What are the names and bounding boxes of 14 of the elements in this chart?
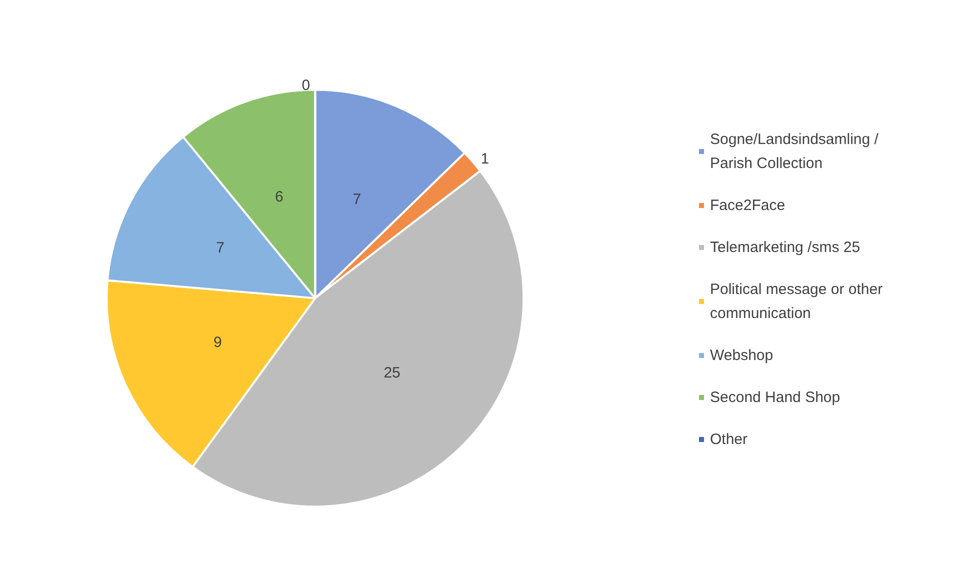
data-label: 9	[213, 334, 222, 352]
legend-label: Political message or other communication	[710, 281, 887, 322]
text: 0	[302, 77, 310, 94]
legend-label: Other	[710, 431, 748, 448]
data-label: 7	[352, 190, 362, 208]
legend-label: Second Hand Shop	[710, 389, 840, 406]
data-label: 25	[384, 364, 400, 382]
legend-label: Sogne/Landsindsamling /Parish Collection	[710, 131, 880, 172]
data-label: 6	[274, 188, 284, 206]
legend-label: Webshop	[710, 347, 774, 364]
data-label: 1	[480, 150, 490, 168]
legend-label: Telemarketing /sms 25	[710, 239, 860, 256]
data-label: 7	[216, 240, 224, 257]
legend-label: Face2Face	[710, 197, 786, 214]
